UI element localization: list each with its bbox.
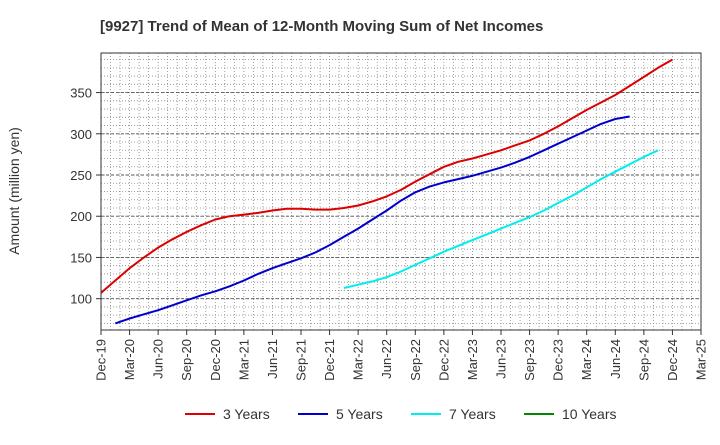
- x-tick-label: Sep-21: [294, 339, 309, 381]
- x-tick-label: Mar-20: [122, 339, 137, 380]
- x-tick-label: Jun-23: [494, 339, 509, 379]
- x-tick-label: Dec-24: [665, 339, 680, 381]
- x-tick-label: Sep-24: [636, 339, 651, 381]
- y-tick-label: 150: [70, 250, 92, 265]
- x-tick-label: Mar-24: [579, 339, 594, 380]
- x-tick-label: Sep-22: [408, 339, 423, 381]
- x-tick-label: Jun-21: [265, 339, 280, 379]
- x-tick-label: Dec-20: [208, 339, 223, 381]
- x-tick-label: Dec-22: [436, 339, 451, 381]
- legend-label: 5 Years: [336, 406, 383, 422]
- series-line-7-years: [343, 149, 659, 289]
- y-tick-label: 300: [70, 127, 92, 142]
- x-tick-label: Sep-20: [179, 339, 194, 381]
- series-lines: [100, 58, 673, 325]
- x-tick-label: Jun-22: [379, 339, 394, 379]
- x-tick-label: Jun-24: [608, 339, 623, 379]
- y-tick-label: 250: [70, 168, 92, 183]
- series-line-5-years: [114, 115, 630, 325]
- axes: 100 150 200 250 300 350 Dec-19 Mar-20 Jun-20 Sep-…: [70, 52, 709, 381]
- y-axis-label: Amount (million yen): [6, 127, 22, 255]
- series-line-3-years: [100, 58, 673, 294]
- y-tick-label: 200: [70, 209, 92, 224]
- x-tick-label: Mar-25: [694, 339, 709, 380]
- y-tick-label: 100: [70, 292, 92, 307]
- legend-label: 7 Years: [449, 406, 496, 422]
- x-tick-label: Jun-20: [151, 339, 166, 379]
- plot-frame: [100, 52, 702, 331]
- x-tick-label: Mar-22: [351, 339, 366, 380]
- legend: 3 Years 5 Years 7 Years 10 Years: [185, 406, 617, 422]
- legend-label: 3 Years: [223, 406, 270, 422]
- x-tick-label: Mar-23: [465, 339, 480, 380]
- y-tick-label: 350: [70, 86, 92, 101]
- grid: [100, 53, 702, 330]
- x-tick-label: Dec-19: [94, 339, 109, 381]
- x-tick-label: Dec-21: [322, 339, 337, 381]
- legend-label: 10 Years: [562, 406, 617, 422]
- chart-title: [9927] Trend of Mean of 12-Month Moving …: [100, 18, 543, 35]
- x-tick-label: Dec-23: [551, 339, 566, 381]
- x-tick-label: Mar-21: [236, 339, 251, 380]
- x-tick-label: Sep-23: [522, 339, 537, 381]
